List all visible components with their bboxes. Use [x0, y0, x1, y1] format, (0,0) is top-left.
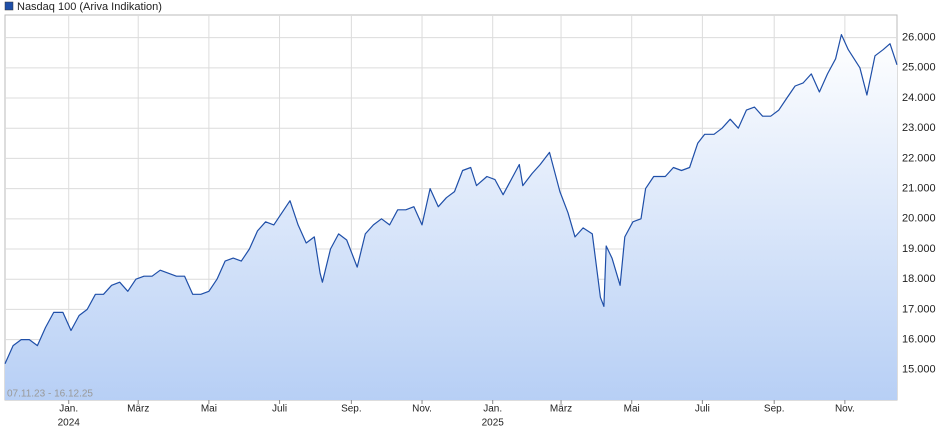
y-tick-label: 22.000: [902, 152, 936, 164]
x-tick-label: Jan.: [483, 404, 502, 415]
x-year-label: 2024: [58, 418, 81, 429]
x-tick-label: März: [127, 404, 149, 415]
x-tick-label: Juli: [695, 404, 710, 415]
y-tick-label: 18.000: [902, 273, 936, 285]
y-tick-label: 26.000: [902, 32, 936, 44]
date-range: 07.11.23 - 16.12.25: [7, 389, 93, 400]
x-year-label: 2025: [482, 418, 505, 429]
line: [4, 34, 898, 365]
x-tick-label: Sep.: [764, 404, 785, 415]
area: [5, 34, 897, 400]
y-tick-label: 25.000: [902, 62, 936, 74]
y-tick-label: 21.000: [902, 183, 936, 195]
y-tick-label: 17.000: [902, 303, 936, 315]
y-tick-label: 24.000: [902, 92, 936, 104]
x-tick-label: März: [550, 404, 572, 415]
x-tick-label: Mai: [201, 404, 217, 415]
x-tick-label: Sep.: [341, 404, 362, 415]
x-tick-label: Jan.: [59, 404, 78, 415]
y-tick-label: 16.000: [902, 334, 936, 346]
x-tick-label: Mai: [624, 404, 640, 415]
legend-label: Nasdaq 100 (Ariva Indikation): [17, 1, 162, 13]
x-tick-label: Nov.: [835, 404, 855, 415]
x-tick-label: Nov.: [412, 404, 432, 415]
y-tick-label: 15.000: [902, 364, 936, 376]
legend-swatch: [4, 1, 14, 11]
x-tick-label: Juli: [272, 404, 287, 415]
y-tick-label: 23.000: [902, 122, 936, 134]
y-tick-label: 19.000: [902, 243, 936, 255]
y-tick-label: 20.000: [902, 213, 936, 225]
